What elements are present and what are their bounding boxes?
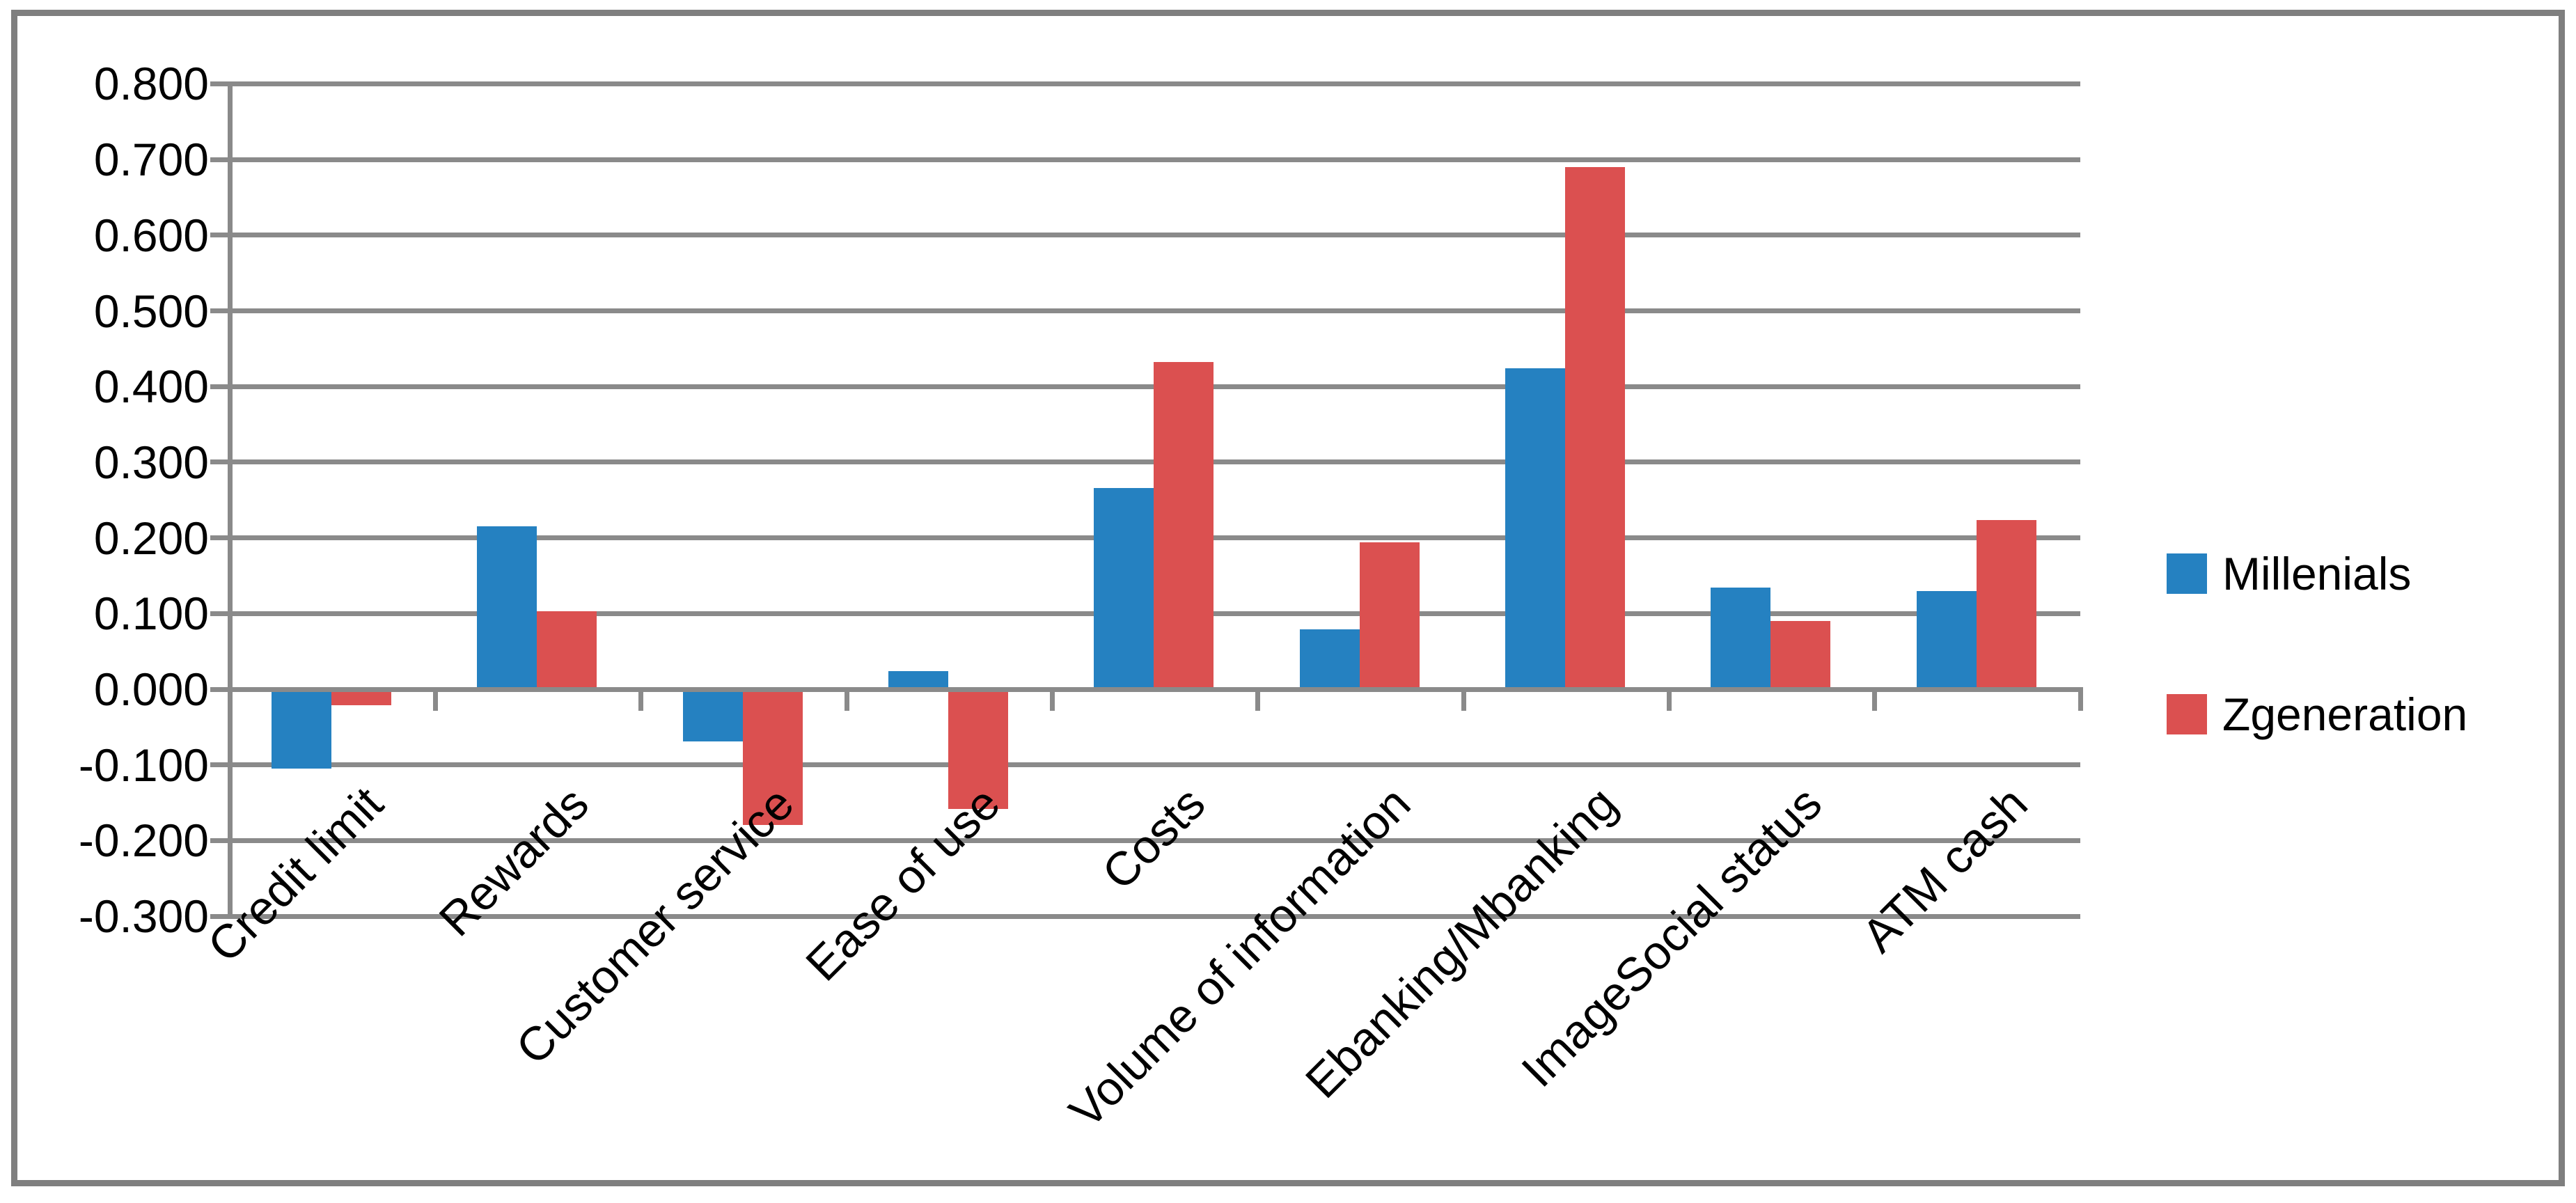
category-axis-tick — [1872, 687, 1877, 711]
y-axis-tick — [210, 459, 230, 464]
bar-zgeneration-rewards — [537, 611, 597, 689]
y-axis-tick-label: 0.500 — [93, 285, 209, 337]
y-axis-tick — [210, 762, 230, 767]
gridline — [230, 762, 2080, 767]
category-axis-line — [230, 687, 2080, 692]
gridline — [230, 81, 2080, 86]
y-axis-tick — [210, 384, 230, 389]
y-axis-tick — [210, 308, 230, 313]
gridline — [230, 308, 2080, 313]
gridline — [230, 233, 2080, 237]
legend-item-zgeneration: Zgeneration — [2167, 691, 2467, 737]
y-axis-tick — [210, 687, 230, 692]
bar-zgeneration-ease-of-use — [948, 689, 1008, 809]
gridline — [230, 157, 2080, 162]
bar-zgeneration-customer-service — [743, 689, 803, 825]
bar-millenials-costs — [1094, 488, 1154, 689]
y-axis-tick-label: 0.000 — [93, 663, 209, 715]
y-axis-tick — [210, 838, 230, 843]
y-axis-tick-label: 0.600 — [93, 210, 209, 261]
y-axis-tick-label: 0.400 — [93, 361, 209, 412]
y-axis-tick-label: 0.100 — [93, 588, 209, 639]
legend-swatch-millenials-icon — [2167, 553, 2207, 594]
bar-millenials-imagesocial-status — [1711, 588, 1770, 689]
y-axis-tick-label: 0.800 — [93, 58, 209, 109]
gridline — [230, 838, 2080, 843]
bar-zgeneration-imagesocial-status — [1770, 621, 1830, 689]
bar-millenials-rewards — [477, 526, 537, 689]
y-axis-tick — [210, 611, 230, 616]
legend-label-zgeneration: Zgeneration — [2222, 689, 2468, 740]
category-axis-tick — [1255, 687, 1260, 711]
legend: Millenials Zgeneration — [2167, 0, 2557, 1203]
y-axis-tick-label: 0.300 — [93, 437, 209, 488]
y-axis-tick-label: -0.300 — [78, 890, 209, 942]
chart-frame-border — [11, 10, 2565, 1186]
y-axis-tick — [210, 81, 230, 86]
gridline — [230, 914, 2080, 919]
category-axis-tick — [1050, 687, 1055, 711]
y-axis-tick — [210, 914, 230, 919]
bar-millenials-volume-of-information — [1300, 629, 1360, 689]
y-axis-tick-label: -0.100 — [78, 739, 209, 791]
category-axis-tick — [433, 687, 438, 711]
bar-zgeneration-volume-of-information — [1360, 542, 1420, 689]
y-axis-tick — [210, 157, 230, 162]
legend-item-millenials: Millenials — [2167, 551, 2411, 597]
bar-zgeneration-ebanking-mbanking — [1565, 167, 1625, 689]
category-axis-tick — [1667, 687, 1672, 711]
y-axis-tick-label: -0.200 — [78, 815, 209, 866]
bar-zgeneration-costs — [1154, 362, 1214, 689]
bar-millenials-credit-limit — [272, 689, 331, 769]
bar-millenials-atm-cash — [1917, 591, 1977, 689]
category-axis-tick — [638, 687, 643, 711]
category-axis-tick — [1461, 687, 1466, 711]
legend-swatch-zgeneration-icon — [2167, 694, 2207, 734]
y-axis-tick-label: 0.200 — [93, 512, 209, 564]
y-axis-tick — [210, 535, 230, 540]
bar-millenials-customer-service — [683, 689, 743, 741]
y-axis-line — [228, 81, 233, 919]
y-axis-tick — [210, 233, 230, 237]
bar-zgeneration-atm-cash — [1977, 520, 2036, 689]
legend-label-millenials: Millenials — [2222, 548, 2412, 599]
category-axis-tick — [2078, 687, 2083, 711]
category-axis-tick — [845, 687, 849, 711]
bar-zgeneration-credit-limit — [331, 689, 391, 705]
bar-millenials-ebanking-mbanking — [1505, 368, 1565, 689]
y-axis-tick-label: 0.700 — [93, 134, 209, 185]
bar-millenials-ease-of-use — [888, 671, 948, 689]
